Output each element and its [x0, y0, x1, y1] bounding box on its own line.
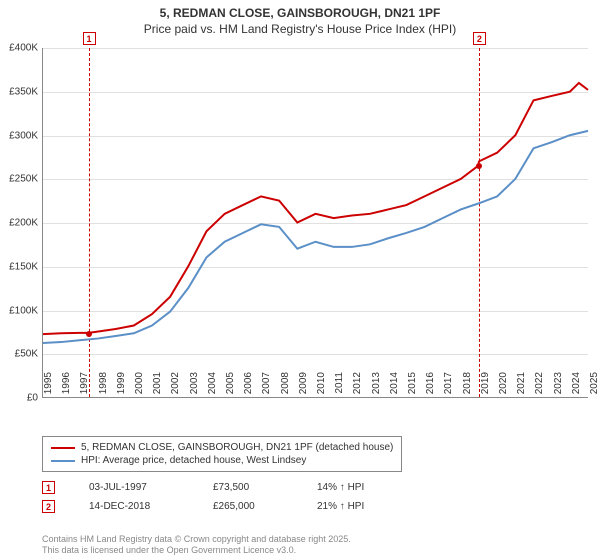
note-price: £265,000	[213, 501, 283, 512]
y-axis-label: £50K	[0, 349, 38, 360]
y-axis-label: £200K	[0, 218, 38, 229]
chart-plot-area: £0£50K£100K£150K£200K£250K£300K£350K£400…	[42, 48, 588, 398]
x-axis-label: 2025	[589, 372, 600, 402]
footer-line-2: This data is licensed under the Open Gov…	[42, 545, 351, 556]
legend-swatch	[51, 447, 75, 449]
y-axis-label: £400K	[0, 43, 38, 54]
marker-notes: 1 03-JUL-1997 £73,500 14% ↑ HPI 2 14-DEC-2018…	[42, 478, 364, 516]
chart-lines	[43, 48, 588, 397]
y-axis-label: £250K	[0, 174, 38, 185]
y-axis-label: £150K	[0, 261, 38, 272]
series-price_paid	[43, 83, 588, 334]
footer-attribution: Contains HM Land Registry data © Crown c…	[42, 534, 351, 556]
note-price: £73,500	[213, 482, 283, 493]
note-delta: 21% ↑ HPI	[317, 501, 364, 512]
y-axis-label: £350K	[0, 86, 38, 97]
note-row: 1 03-JUL-1997 £73,500 14% ↑ HPI	[42, 478, 364, 497]
note-date: 03-JUL-1997	[89, 482, 179, 493]
series-hpi	[43, 131, 588, 343]
legend-item: 5, REDMAN CLOSE, GAINSBOROUGH, DN21 1PF …	[51, 441, 393, 454]
footer-line-1: Contains HM Land Registry data © Crown c…	[42, 534, 351, 545]
legend-item: HPI: Average price, detached house, West…	[51, 454, 393, 467]
y-axis-label: £0	[0, 393, 38, 404]
note-marker-badge: 2	[42, 500, 55, 513]
note-delta: 14% ↑ HPI	[317, 482, 364, 493]
note-date: 14-DEC-2018	[89, 501, 179, 512]
note-marker-badge: 1	[42, 481, 55, 494]
note-row: 2 14-DEC-2018 £265,000 21% ↑ HPI	[42, 497, 364, 516]
legend-label: HPI: Average price, detached house, West…	[81, 455, 306, 466]
legend: 5, REDMAN CLOSE, GAINSBOROUGH, DN21 1PF …	[42, 436, 402, 472]
y-axis-label: £300K	[0, 130, 38, 141]
y-axis-label: £100K	[0, 305, 38, 316]
chart-title: 5, REDMAN CLOSE, GAINSBOROUGH, DN21 1PF	[0, 0, 600, 22]
event-marker-badge: 2	[473, 32, 486, 45]
legend-label: 5, REDMAN CLOSE, GAINSBOROUGH, DN21 1PF …	[81, 442, 393, 453]
legend-swatch	[51, 460, 75, 462]
event-marker-badge: 1	[83, 32, 96, 45]
